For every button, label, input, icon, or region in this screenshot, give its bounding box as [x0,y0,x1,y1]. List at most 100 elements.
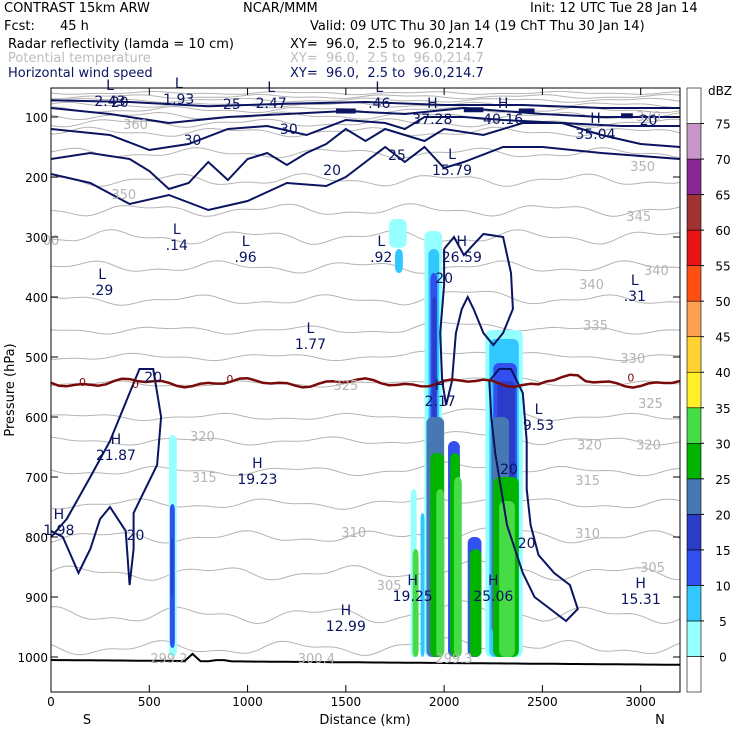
wind-contour [439,232,514,406]
field-name-wind: Horizontal wind speed [8,66,153,81]
field-name-theta: Potential temperature [8,51,151,66]
extremum-value: .14 [166,238,188,254]
wind-contour-label: 20 [323,163,341,179]
extremum-value: 2.47 [256,96,287,112]
colorbar-unit: dBZ [708,84,732,98]
extremum-value: .31 [624,289,646,305]
wind-contour [51,116,680,152]
theta-contour [51,126,680,138]
theta-contour-label: 305 [377,579,402,594]
theta-contour-label: 360 [123,118,148,133]
theta-contour [51,290,680,306]
theta-contour-label: 345 [626,210,651,225]
theta-contour [51,147,680,159]
theta-contour [51,321,680,335]
extremum-marker: L [98,267,106,283]
x-tick-label: 1000 [232,695,263,709]
y-axis-title: Pressure (hPa) [3,343,18,436]
colorbar-label: 50 [715,295,730,309]
reflectivity-cell [389,219,407,248]
extremum-marker: L [173,222,181,238]
theta-contour-label: 320 [577,439,602,454]
extremum-marker: H [111,432,122,448]
extremum-value: 26.59 [442,250,482,266]
extremum-value: 1.77 [295,337,326,353]
extremum-value: 40.16 [483,112,523,128]
extremum-value: 19.23 [237,472,277,488]
extremum-marker: L [631,273,639,289]
reflectivity-cell [420,513,425,657]
wind-contour-label: 20 [518,536,536,552]
theta-contour [51,94,680,100]
theta-contour [51,496,680,510]
x-tick-label: 3000 [625,695,656,709]
colorbar-label: 55 [715,260,730,274]
theta-contour-label: 315 [192,471,217,486]
theta-contour [51,260,680,274]
colorbar-swatch [686,300,702,338]
y-tick-label: 500 [25,351,48,365]
x-axis-title: Distance (km) [319,713,410,728]
theta-contour-label: 305 [640,561,665,576]
wind-contour-label: 25 [388,148,406,164]
wind-contour-label: 20 [111,95,129,111]
reflectivity-cell [469,549,482,657]
extremum-value: 1.93 [163,92,194,108]
colorbar-swatch [686,123,702,160]
theta-contour-label: 310 [341,526,366,541]
wind-contour [51,145,680,212]
y-tick-label: 200 [25,171,48,185]
theta-contour-label: 320 [190,430,215,445]
y-tick-label: 600 [25,411,48,425]
valid-time: Valid: 09 UTC Thu 30 Jan 14 (19 ChT Thu … [310,19,645,34]
theta-contour-label: 320 [636,439,661,454]
theta-contour-label: 315 [575,474,600,489]
y-tick-label: 1000 [17,651,48,665]
theta-contour [51,431,680,446]
extremum-marker: H [252,456,263,472]
colorbar-swatch [686,194,702,231]
wind-contour-label: 20 [144,370,162,386]
extremum-marker: L [535,402,543,418]
theta-contour [51,90,680,96]
colorbar-swatch [686,656,702,693]
extremum-value: 25.06 [473,589,513,605]
freezing-level-line [51,373,680,389]
colorbar-swatch [686,585,702,622]
extremum-value: .92 [370,250,392,266]
extremum-value: 19.25 [393,589,433,605]
theta-contour [51,229,680,245]
theta-contour [51,101,680,109]
theta-contour-label: 310 [575,527,600,542]
terrain-line [51,652,680,666]
theta-contour [51,527,680,544]
freezing-level-label: 0 [132,378,139,391]
y-tick-label: 400 [25,291,48,305]
theta-contour [51,173,680,187]
surface-theta-label: 299.2 [150,652,187,667]
y-tick-label: 100 [25,111,48,125]
colorbar-label: 30 [715,437,730,451]
extremum-marker: H [457,234,468,250]
wind-contour-label: 20 [640,113,658,129]
extremum-marker: L [106,78,114,94]
theta-contour-label: 370 [636,110,661,125]
field-xy-reflectivity: XY= 96.0, 2.5 to 96.0,214.7 [290,37,484,52]
colorbar-label: 45 [715,331,730,345]
center-label: NCAR/MMM [243,1,318,16]
theta-contour [51,111,680,121]
colorbar-label: 10 [715,579,730,593]
extremum-value: 15.31 [621,592,661,608]
extremum-marker: L [242,234,250,250]
colorbar-label: 20 [715,508,730,522]
wind-contour-label: 30 [184,133,202,149]
theta-contour-label: 335 [583,319,608,334]
colorbar-swatch [686,442,702,480]
colorbar-label: 0 [719,650,727,664]
reflectivity-cell [436,489,445,657]
extremum-marker: H [498,96,509,112]
theta-contour-label: 330 [620,352,645,367]
extremum-marker: H [341,603,352,619]
y-tick-label: 900 [25,591,48,605]
extremum-value: 37.28 [412,112,452,128]
